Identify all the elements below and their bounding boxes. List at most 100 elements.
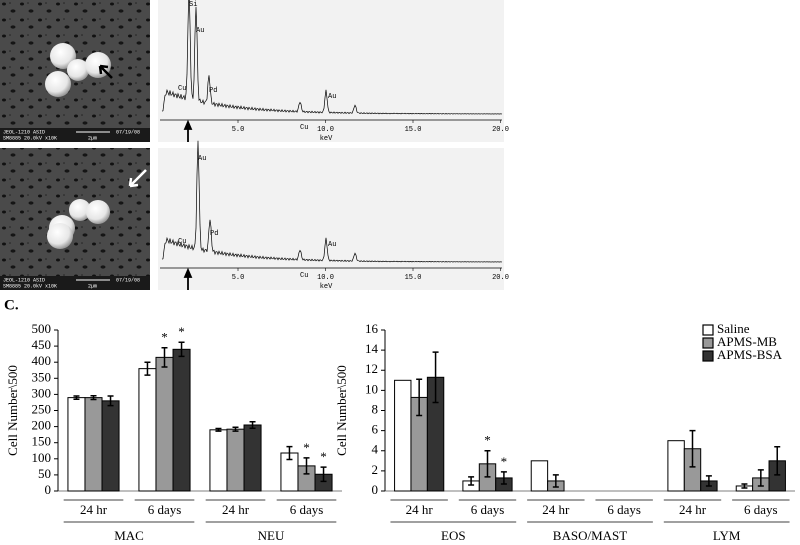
spectrum-tick-label: 10.0	[317, 274, 334, 282]
bar	[394, 379, 412, 492]
error-bar	[757, 469, 764, 487]
y-tick-label: 150	[32, 434, 52, 449]
significance: *	[484, 433, 491, 448]
peak-label: Cu	[178, 85, 186, 93]
error-bar	[215, 427, 222, 432]
y-tick-label: 0	[45, 482, 52, 497]
peak-label: Pd	[209, 87, 217, 95]
spectrum-tick-label: 20.0	[492, 126, 509, 134]
spectrum-frame	[158, 148, 504, 290]
error-bar	[73, 395, 80, 400]
particle	[47, 223, 73, 249]
y-tick-label: 8	[372, 401, 379, 416]
y-tick-label: 2	[372, 462, 379, 477]
bar	[138, 368, 157, 492]
y-axis-label: Cell Number\500	[334, 365, 349, 456]
particle	[69, 199, 91, 221]
x-tick-label: 24 hr	[222, 502, 250, 517]
particle	[50, 43, 76, 69]
legend-label: APMS-BSA	[717, 347, 783, 362]
error-bar	[552, 474, 559, 488]
bar	[530, 460, 549, 492]
y-tick-label: 400	[32, 353, 52, 368]
error-bar	[90, 394, 97, 401]
group-label: BASO/MAST	[553, 528, 627, 543]
micrograph-footer	[0, 128, 150, 142]
error-bar	[500, 471, 507, 485]
bar	[67, 397, 86, 492]
bar	[243, 424, 262, 492]
error-bar	[249, 421, 256, 429]
spectrum-line	[161, 0, 503, 115]
error-bar	[144, 361, 151, 376]
y-tick-label: 4	[372, 442, 379, 457]
spectrum-line	[161, 140, 503, 263]
x-tick-label: 24 hr	[542, 502, 570, 517]
x-tick-label: 24 hr	[406, 502, 434, 517]
instrument: JEOL-1210 ASID	[3, 277, 45, 283]
y-tick-label: 200	[32, 418, 52, 433]
bar	[84, 397, 103, 492]
error-bar	[320, 466, 327, 483]
panel-label: C.	[4, 297, 19, 313]
error-bar	[286, 445, 293, 461]
y-tick-label: 10	[365, 381, 378, 396]
significance: *	[178, 324, 185, 339]
peak-label: Au	[328, 241, 336, 249]
y-tick-label: 0	[372, 482, 379, 497]
x-tick-label: 24 hr	[80, 502, 108, 517]
significance: *	[320, 449, 327, 464]
legend-label: Saline	[717, 321, 750, 336]
group-label: NEU	[258, 528, 285, 543]
peak-label: Cu	[178, 238, 186, 246]
particle	[67, 59, 89, 81]
error-bar	[303, 457, 310, 475]
peak-label: Pd	[210, 230, 218, 238]
bar	[209, 429, 228, 492]
x-tick-label: 24 hr	[679, 502, 707, 517]
micrograph-footer	[0, 276, 150, 290]
spectrum-tick-label: 5.0	[232, 126, 245, 134]
y-tick-label: 16	[365, 321, 379, 336]
significance: *	[501, 454, 508, 469]
bar	[172, 348, 191, 492]
spectrum-frame	[158, 0, 504, 142]
peak-label: Au	[198, 155, 206, 163]
error-bar	[432, 351, 439, 404]
error-bar	[416, 378, 423, 417]
spectrum-tick-label: 5.0	[232, 274, 245, 282]
significance: *	[161, 330, 168, 345]
arrow	[98, 64, 113, 79]
error-bar	[232, 426, 239, 432]
group-label: LYM	[713, 528, 741, 543]
spectrum-xlabel: keV	[320, 283, 333, 291]
date: 07/19/08	[116, 129, 140, 135]
spectrum-tick-label: 10.0	[317, 126, 334, 134]
y-tick-label: 300	[32, 385, 52, 400]
y-tick-label: 450	[32, 337, 52, 352]
spectrum-xlabel: keV	[320, 135, 333, 143]
error-bar	[705, 475, 712, 487]
peak-label: Au	[328, 93, 336, 101]
x-tick-label: 6 days	[471, 502, 505, 517]
bar	[667, 440, 685, 492]
group-label: EOS	[441, 528, 466, 543]
legend-swatch	[702, 337, 714, 349]
instrument: JEOL-1210 ASID	[3, 129, 45, 135]
y-tick-label: 6	[372, 422, 379, 437]
error-bar	[484, 450, 491, 478]
settings: SM8885 20.0kV x10K	[3, 135, 57, 141]
legend-label: APMS-MB	[717, 334, 777, 349]
y-tick-label: 500	[32, 321, 52, 336]
error-bar	[161, 346, 168, 368]
x-tick-label: 6 days	[744, 502, 778, 517]
scale-label: 2µm	[88, 135, 97, 141]
error-bar	[689, 429, 696, 468]
scale-label: 2µm	[88, 283, 97, 289]
y-tick-label: 14	[365, 341, 379, 356]
peak-label: Au	[196, 27, 204, 35]
peak-label: Si	[189, 1, 197, 9]
error-bar	[468, 476, 475, 486]
error-bar	[178, 341, 185, 358]
